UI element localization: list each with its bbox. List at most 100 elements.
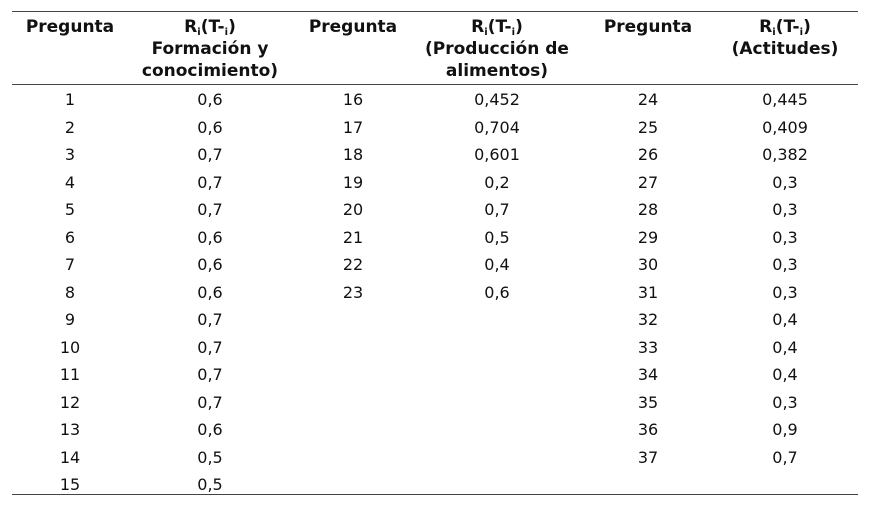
header-pregunta-2: Pregunta	[303, 16, 403, 38]
question-number-cell: 22	[342, 255, 364, 274]
header-pregunta-3: Pregunta	[598, 16, 698, 38]
column-pregunta-2: 16 17 18 19 20 21 22 23	[303, 86, 403, 306]
question-number-cell: 2	[64, 117, 76, 137]
ri-value-cell: 0,7	[197, 337, 223, 357]
ri-value-cell: 0,7	[197, 310, 223, 329]
question-number-cell: 15	[59, 475, 81, 494]
header-ri-actitudes-line1: Ri(T-i)	[759, 17, 811, 38]
ri-value-cell: 0,704	[474, 117, 520, 137]
question-number-cell: 1	[64, 90, 76, 109]
ri-value-cell: 0,6	[197, 255, 223, 274]
question-number-cell: 14	[59, 447, 81, 467]
question-number-cell: 34	[637, 365, 659, 384]
header-pregunta-3-label: Pregunta	[603, 17, 693, 37]
ri-value-cell: 0,2	[484, 172, 510, 192]
question-number-cell: 35	[637, 392, 659, 412]
question-number-cell: 13	[59, 420, 81, 439]
column-ri-formacion: 0,6 0,6 0,7 0,7 0,7 0,6 0,6 0,6 0,7 0,7 0,7 0,7 0,6 0…	[130, 86, 290, 499]
header-ri-produccion: Ri(T-i) (Producción de alimentos)	[412, 16, 582, 82]
table-bottom-rule	[12, 494, 858, 495]
ri-value-cell: 0,6	[197, 282, 223, 302]
question-number-cell: 9	[64, 310, 76, 329]
ri-value-cell: 0,3	[772, 392, 798, 412]
question-number-cell: 11	[59, 365, 81, 384]
header-ri-produccion-line2: (Producción de	[425, 39, 569, 59]
question-number-cell: 23	[342, 282, 364, 302]
question-number-cell: 28	[637, 200, 659, 219]
question-number-cell: 12	[59, 392, 81, 412]
question-number-cell: 7	[64, 255, 76, 274]
question-number-cell: 29	[637, 227, 659, 247]
ri-value-cell: 0,7	[197, 200, 223, 219]
header-ri-produccion-line3: alimentos)	[445, 61, 549, 81]
question-number-cell: 25	[637, 117, 659, 137]
ri-value-cell: 0,6	[197, 117, 223, 137]
ri-value-cell: 0,6	[197, 227, 223, 247]
question-number-cell: 21	[342, 227, 364, 247]
question-number-cell: 20	[342, 200, 364, 219]
ri-value-cell: 0,7	[772, 447, 798, 467]
question-number-cell: 32	[637, 310, 659, 329]
question-number-cell: 10	[59, 337, 81, 357]
question-number-cell: 3	[64, 145, 76, 164]
ri-value-cell: 0,3	[772, 172, 798, 192]
ri-value-cell: 0,6	[484, 282, 510, 302]
ri-value-cell: 0,3	[772, 282, 798, 302]
header-ri-formacion-line1: Ri(T-i)	[184, 17, 236, 38]
header-ri-formacion-line2: Formación y	[151, 39, 269, 59]
ri-value-cell: 0,5	[197, 475, 223, 494]
question-number-cell: 18	[342, 145, 364, 164]
ri-value-cell: 0,5	[197, 447, 223, 467]
question-number-cell: 24	[637, 90, 659, 109]
ri-value-cell: 0,6	[197, 90, 223, 109]
question-number-cell: 8	[64, 282, 76, 302]
header-pregunta-2-label: Pregunta	[308, 17, 398, 37]
ri-value-cell: 0,4	[484, 255, 510, 274]
question-number-cell: 26	[637, 145, 659, 164]
ri-value-cell: 0,3	[772, 200, 798, 219]
ri-value-cell: 0,382	[762, 145, 808, 164]
column-pregunta-1: 1 2 3 4 5 6 7 8 9 10 11 12 13 14 15	[20, 86, 120, 499]
question-number-cell: 36	[637, 420, 659, 439]
ri-value-cell: 0,6	[197, 420, 223, 439]
column-ri-actitudes: 0,445 0,409 0,382 0,3 0,3 0,3 0,3 0,3 0,4 0,4 0,4 0…	[722, 86, 848, 471]
ri-value-cell: 0,7	[197, 172, 223, 192]
question-number-cell: 31	[637, 282, 659, 302]
ri-value-cell: 0,3	[772, 255, 798, 274]
header-pregunta-1-label: Pregunta	[25, 17, 115, 37]
ri-value-cell: 0,7	[197, 365, 223, 384]
header-ri-produccion-line1: Ri(T-i)	[471, 17, 523, 38]
header-ri-formacion: Ri(T-i) Formación y conocimiento)	[130, 16, 290, 82]
header-ri-formacion-line3: conocimiento)	[141, 61, 279, 81]
ri-value-cell: 0,3	[772, 227, 798, 247]
question-number-cell: 4	[64, 172, 76, 192]
ri-value-cell: 0,9	[772, 420, 798, 439]
ri-value-cell: 0,409	[762, 117, 808, 137]
ri-value-cell: 0,601	[474, 145, 520, 164]
header-ri-actitudes: Ri(T-i) (Actitudes)	[722, 16, 848, 60]
question-number-cell: 5	[64, 200, 76, 219]
column-pregunta-3: 24 25 26 27 28 29 30 31 32 33 34 35 36 37	[598, 86, 698, 471]
ri-value-cell: 0,5	[484, 227, 510, 247]
ri-value-cell: 0,4	[772, 337, 798, 357]
header-pregunta-1: Pregunta	[20, 16, 120, 38]
ri-value-cell: 0,7	[197, 145, 223, 164]
ri-value-cell: 0,7	[484, 200, 510, 219]
column-ri-produccion: 0,452 0,704 0,601 0,2 0,7 0,5 0,4 0,6	[412, 86, 582, 306]
ri-value-cell: 0,4	[772, 365, 798, 384]
ri-value-cell: 0,452	[474, 90, 520, 109]
question-number-cell: 30	[637, 255, 659, 274]
table-top-rule	[12, 11, 858, 12]
header-ri-actitudes-line2: (Actitudes)	[731, 39, 839, 59]
question-number-cell: 17	[342, 117, 364, 137]
question-number-cell: 19	[342, 172, 364, 192]
table-header-rule	[12, 84, 858, 85]
question-number-cell: 6	[64, 227, 76, 247]
ri-value-cell: 0,445	[762, 90, 808, 109]
question-number-cell: 27	[637, 172, 659, 192]
question-number-cell: 16	[342, 90, 364, 109]
ri-value-cell: 0,4	[772, 310, 798, 329]
ri-value-cell: 0,7	[197, 392, 223, 412]
question-number-cell: 37	[637, 447, 659, 467]
